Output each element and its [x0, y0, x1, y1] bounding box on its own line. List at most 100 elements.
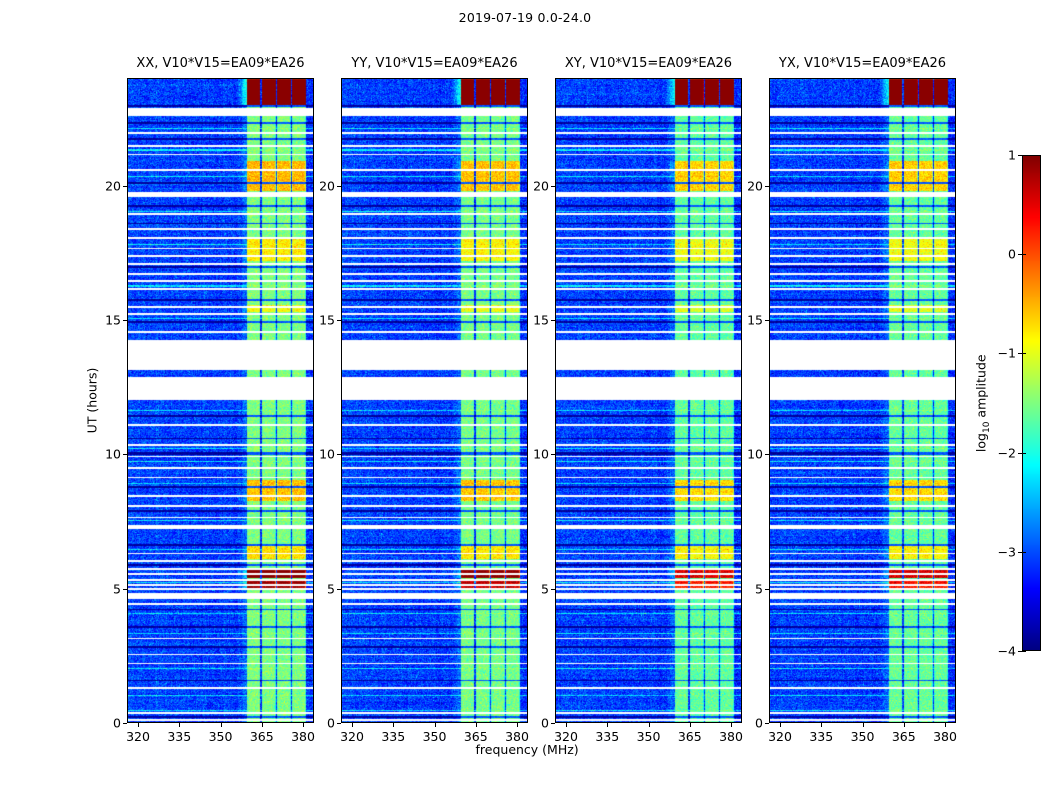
plot-panel-yx: YX, V10*V15=EA09*EA26 0 5 10 15 20 320 335 350 36… — [747, 56, 957, 744]
axes-frame-yx — [769, 78, 956, 723]
xtick-label: 320 — [768, 729, 792, 744]
waterfall-image-xy — [555, 78, 742, 723]
xtick-mark — [821, 723, 823, 727]
xtick-mark — [607, 723, 609, 727]
xtick-label: 335 — [381, 729, 406, 744]
colorbar-gradient — [1022, 155, 1041, 651]
xtick-label: 335 — [809, 729, 834, 744]
xtick-mark — [393, 723, 395, 727]
ytick-label: 0 — [113, 715, 121, 731]
xtick-mark — [862, 723, 864, 727]
xtick-mark — [352, 723, 353, 727]
ytick-mark — [337, 454, 341, 456]
colorbar-tick-mark-inner — [1022, 155, 1026, 156]
ytick-mark — [337, 185, 341, 187]
colorbar-tick-label: −4 — [997, 643, 1016, 659]
figure-suptitle: 2019-07-19 0.0-24.0 — [458, 10, 592, 25]
ytick-mark — [551, 588, 555, 590]
xtick-mark — [517, 723, 518, 727]
ytick-label: 10 — [319, 446, 335, 462]
xtick-mark — [731, 723, 732, 727]
xtick-label: 365 — [249, 729, 274, 744]
ytick-label: 15 — [747, 312, 763, 328]
axes-frame-xx — [127, 78, 314, 723]
xtick-label: 320 — [554, 729, 578, 744]
colorbar-label: log10 amplitude — [973, 353, 993, 452]
ytick-mark — [551, 723, 555, 724]
xtick-label: 365 — [891, 729, 916, 744]
ytick-label: 20 — [747, 178, 763, 193]
ytick-label: 5 — [327, 581, 335, 597]
colorbar-tick-mark — [1018, 155, 1022, 156]
ytick-mark — [123, 588, 127, 590]
colorbar-tick-mark-inner — [1022, 254, 1026, 256]
colorbar-tick-label: 0 — [1008, 246, 1016, 262]
xtick-label: 320 — [126, 729, 150, 744]
ytick-mark — [551, 185, 555, 187]
ytick-mark — [123, 454, 127, 456]
xtick-label: 350 — [422, 729, 447, 744]
ytick-label: 20 — [533, 178, 549, 193]
ytick-mark — [765, 588, 769, 590]
xtick-mark — [303, 723, 304, 727]
xtick-label: 380 — [933, 729, 957, 744]
plot-panel-yy: YY, V10*V15=EA09*EA26 0 5 10 15 20 320 335 350 36… — [319, 56, 529, 744]
ytick-mark — [123, 723, 127, 724]
xtick-mark — [903, 723, 905, 727]
xtick-label: 350 — [636, 729, 661, 744]
colorbar-tick-mark-inner — [1022, 353, 1026, 355]
xtick-label: 380 — [719, 729, 743, 744]
ytick-label: 15 — [319, 312, 335, 328]
xtick-mark — [434, 723, 436, 727]
xtick-label: 320 — [340, 729, 364, 744]
ytick-mark — [123, 185, 127, 187]
ytick-label: 15 — [533, 312, 549, 328]
plot-panel-xy: XY, V10*V15=EA09*EA26 0 5 10 15 20 320 335 350 36… — [533, 56, 743, 744]
colorbar-tick-mark-inner — [1022, 551, 1026, 553]
colorbar-tick-mark-inner — [1022, 651, 1026, 652]
ytick-mark — [765, 319, 769, 321]
ytick-label: 10 — [747, 446, 763, 462]
ytick-mark — [765, 723, 769, 724]
ytick-label: 10 — [105, 446, 121, 462]
xtick-label: 380 — [505, 729, 529, 744]
y-axis-label: UT (hours) — [84, 367, 100, 434]
xtick-mark — [780, 723, 781, 727]
colorbar-tick-mark — [1018, 254, 1022, 256]
xtick-label: 365 — [677, 729, 702, 744]
colorbar-frame — [1022, 155, 1041, 651]
ytick-label: 15 — [105, 312, 121, 328]
colorbar-tick-label: −2 — [997, 445, 1016, 461]
xtick-mark — [475, 723, 477, 727]
ytick-label: 5 — [541, 581, 549, 597]
ytick-label: 5 — [755, 581, 763, 597]
ytick-label: 0 — [755, 715, 763, 731]
ytick-label: 20 — [319, 178, 335, 193]
ytick-label: 5 — [113, 581, 121, 597]
waterfall-image-yy — [341, 78, 528, 723]
panel-title-xx: XX, V10*V15=EA09*EA26 — [136, 56, 305, 71]
plot-panel-xx: XX, V10*V15=EA09*EA26 0 5 10 15 20 320 335 350 36… — [105, 56, 315, 744]
xtick-mark — [179, 723, 181, 727]
xtick-label: 380 — [291, 729, 315, 744]
ytick-label: 20 — [105, 178, 121, 193]
colorbar-tick-label: −3 — [997, 544, 1016, 560]
panel-title-yx: YX, V10*V15=EA09*EA26 — [778, 56, 947, 71]
ytick-mark — [765, 454, 769, 456]
xtick-mark — [261, 723, 263, 727]
ytick-label: 0 — [541, 715, 549, 731]
ytick-mark — [551, 454, 555, 456]
axes-frame-yy — [341, 78, 528, 723]
waterfall-image-yx — [769, 78, 956, 723]
xtick-label: 335 — [595, 729, 620, 744]
colorbar-tick-label: 1 — [1008, 147, 1016, 163]
colorbar-tick-mark-inner — [1022, 452, 1026, 454]
ytick-mark — [337, 723, 341, 724]
colorbar-tick-mark — [1018, 452, 1022, 454]
xtick-mark — [648, 723, 650, 727]
xtick-mark — [689, 723, 691, 727]
colorbar: 1 0 −1 −2 −3 −4 — [998, 148, 1041, 659]
ytick-mark — [551, 319, 555, 321]
colorbar-tick-mark — [1018, 551, 1022, 553]
